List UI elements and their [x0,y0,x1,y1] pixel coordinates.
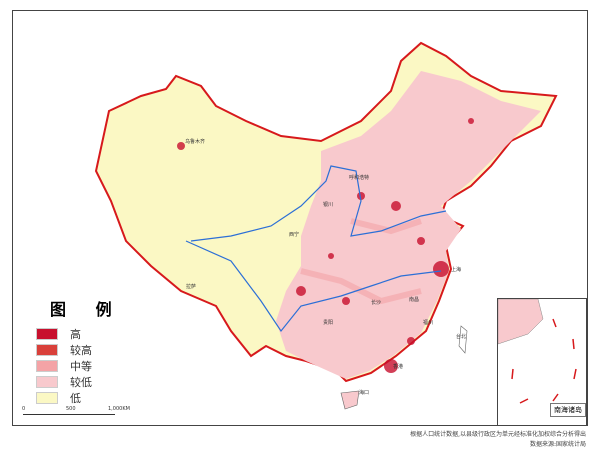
svg-text:银川: 银川 [323,201,333,208]
svg-text:长沙: 长沙 [371,299,381,306]
china-map: 乌鲁木齐 呼和浩特 银川 西宁 拉萨 上海 贵阳 长沙 南昌 福州 台北 香港 … [94,41,558,410]
city-labels: 乌鲁木齐 呼和浩特 银川 西宁 拉萨 上海 贵阳 长沙 南昌 福州 台北 香港 … [185,138,466,396]
svg-text:乌鲁木齐: 乌鲁木齐 [185,138,205,145]
legend-item: 低 [36,390,124,406]
svg-text:呼和浩特: 呼和浩特 [349,174,369,181]
svg-text:西宁: 西宁 [289,231,299,238]
legend-swatch [36,328,58,340]
taiwan [458,325,468,354]
legend-swatch [36,344,58,356]
legend-item: 中等 [36,358,124,374]
legend: 图 例 高 较高 中等 较低 低 [36,296,124,406]
svg-text:香港: 香港 [393,363,403,370]
legend-swatch [36,376,58,388]
svg-text:海口: 海口 [359,389,369,396]
legend-item: 较低 [36,374,124,390]
footnote: 根据人口统计数据,以县级行政区为单元经标准化加权综合分析得出 数据来源:国家统计… [410,431,586,448]
hainan [340,390,360,410]
legend-title: 图 例 [50,300,124,319]
legend-item: 较高 [36,342,124,358]
legend-item: 高 [36,326,124,342]
mid-density-patches [300,218,422,305]
legend-swatch [36,392,58,404]
inset-map [498,299,577,404]
inset-label: 南海诸岛 [550,403,586,417]
svg-text:台北: 台北 [456,333,466,340]
yangtze-river [185,240,442,333]
svg-text:南昌: 南昌 [409,296,419,303]
svg-text:拉萨: 拉萨 [186,283,196,290]
svg-text:上海: 上海 [451,266,461,273]
svg-text:贵阳: 贵阳 [323,319,333,326]
map-frame: 乌鲁木齐 呼和浩特 银川 西宁 拉萨 上海 贵阳 长沙 南昌 福州 台北 香港 … [12,10,588,426]
yellow-river [190,165,447,242]
legend-swatch [36,360,58,372]
rivers [185,165,447,333]
high-density-patches [177,118,474,373]
svg-text:福州: 福州 [423,319,433,326]
